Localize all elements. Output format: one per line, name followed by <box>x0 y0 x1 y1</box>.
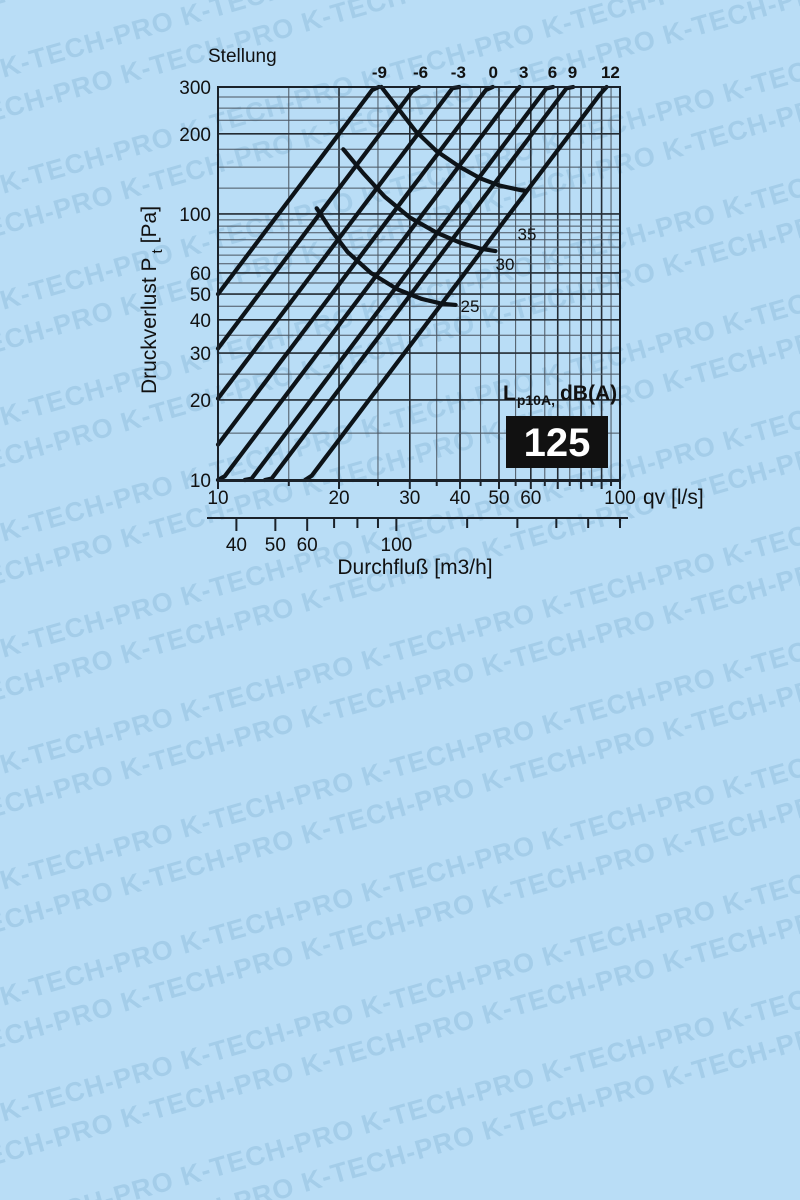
y-axis-title-unit: [Pa] <box>138 206 161 243</box>
stellung-position-label-3: 3 <box>519 63 528 82</box>
watermark-line: K-TECH-PRO K-TECH-PRO K-TECH-PRO K-TECH-… <box>0 46 800 1005</box>
secondary-axis-tick-label: 40 <box>226 535 247 556</box>
noise-curve-label-35: 35 <box>518 225 537 244</box>
noise-curve-25 <box>314 206 458 308</box>
secondary-axis-tick-label: 60 <box>297 535 318 556</box>
x-axis-tick-label: 40 <box>449 488 470 509</box>
chart-stage: 10 20 30 40 50 60 100 200 300 10 20 30 40 50 60 100 40 50… <box>138 46 704 579</box>
stellung-line-neg9 <box>215 84 381 297</box>
watermark-line: K-TECH-PRO K-TECH-PRO K-TECH-PRO K-TECH-… <box>0 336 800 1200</box>
stellung-position-label-neg9: -9 <box>372 63 387 82</box>
svg-text:Druckverlust Pt[Pa]: Druckverlust P t [Pa] <box>138 206 166 394</box>
svg-text:Lp10A,dB(A): Lp10A, dB(A) <box>503 382 617 408</box>
x-axis-tick-label: 20 <box>328 488 349 509</box>
stellung-position-label-neg3: -3 <box>451 63 466 82</box>
stellung-position-label-neg6: -6 <box>413 63 428 82</box>
stellung-position-label-6: 6 <box>548 63 557 82</box>
legend-label-unit: dB(A) <box>560 382 617 405</box>
y-axis-tick-label: 100 <box>179 205 211 226</box>
watermark-line: K-TECH-PRO K-TECH-PRO K-TECH-PRO K-TECH-… <box>0 220 800 1179</box>
legend-title: Lp10A, dB(A) <box>503 382 617 408</box>
y-axis-title-main: Druckverlust P <box>138 258 161 395</box>
y-axis-tick-label: 60 <box>190 264 211 285</box>
watermark-line: K-TECH-PRO K-TECH-PRO K-TECH-PRO K-TECH-… <box>0 104 800 1063</box>
x-axis-tick-label: 100 <box>604 488 636 509</box>
product-size-badge-value: 125 <box>524 421 591 465</box>
x-axis-tick-label: 10 <box>207 488 228 509</box>
y-axis-tick-label: 20 <box>190 391 211 412</box>
stellung-line-neg6 <box>215 84 422 351</box>
legend-label-main: L <box>503 382 516 405</box>
noise-curve-35 <box>379 84 527 194</box>
y-axis-tick-label: 50 <box>190 285 211 306</box>
secondary-axis-tick-label: 100 <box>381 535 413 556</box>
noise-curve-label-30: 30 <box>496 255 515 274</box>
legend-label-sub: p10A, <box>517 392 555 408</box>
noise-level-curves <box>314 84 527 308</box>
stellung-curves <box>215 84 609 483</box>
y-axis-tick-label: 300 <box>179 78 211 99</box>
stellung-position-label-9: 9 <box>568 63 577 82</box>
x-axis-tick-label: 50 <box>488 488 509 509</box>
noise-curve-label-25: 25 <box>461 297 480 316</box>
watermark-line: K-TECH-PRO K-TECH-PRO K-TECH-PRO K-TECH-… <box>0 162 800 1121</box>
stellung-line-0 <box>215 84 495 447</box>
x-axis-tick-label: 30 <box>399 488 420 509</box>
stellung-line-6 <box>242 84 556 483</box>
watermark-line: K-TECH-PRO K-TECH-PRO K-TECH-PRO K-TECH-… <box>0 0 800 947</box>
secondary-axis-tick-label: 50 <box>265 535 286 556</box>
y-axis-title: Druckverlust P t [Pa] <box>138 206 166 394</box>
product-size-badge <box>506 416 608 468</box>
x-axis-tick-label: 60 <box>520 488 541 509</box>
stellung-line-9 <box>262 84 576 483</box>
watermark-line: K-TECH-PRO K-TECH-PRO K-TECH-PRO K-TECH-… <box>0 394 800 1200</box>
noise-curve-30 <box>341 147 498 254</box>
y-axis-title-sub: t <box>149 249 166 254</box>
y-axis-tick-label: 200 <box>179 125 211 146</box>
x-axis-primary-title: qv [l/s] <box>643 486 704 509</box>
y-axis-tick-label: 40 <box>190 311 211 332</box>
y-axis-tick-label: 30 <box>190 344 211 365</box>
stellung-position-label-0: 0 <box>488 63 497 82</box>
x-axis-secondary-title: Durchfluß [m3/h] <box>337 556 492 579</box>
stellung-line-12 <box>303 84 609 483</box>
stellung-position-label-12: 12 <box>601 63 620 82</box>
y-axis-tick-label: 10 <box>190 471 211 492</box>
stellung-line-3 <box>215 84 522 483</box>
stellung-title: Stellung <box>208 46 277 67</box>
watermark-line: K-TECH-PRO K-TECH-PRO K-TECH-PRO K-TECH-… <box>0 278 800 1200</box>
